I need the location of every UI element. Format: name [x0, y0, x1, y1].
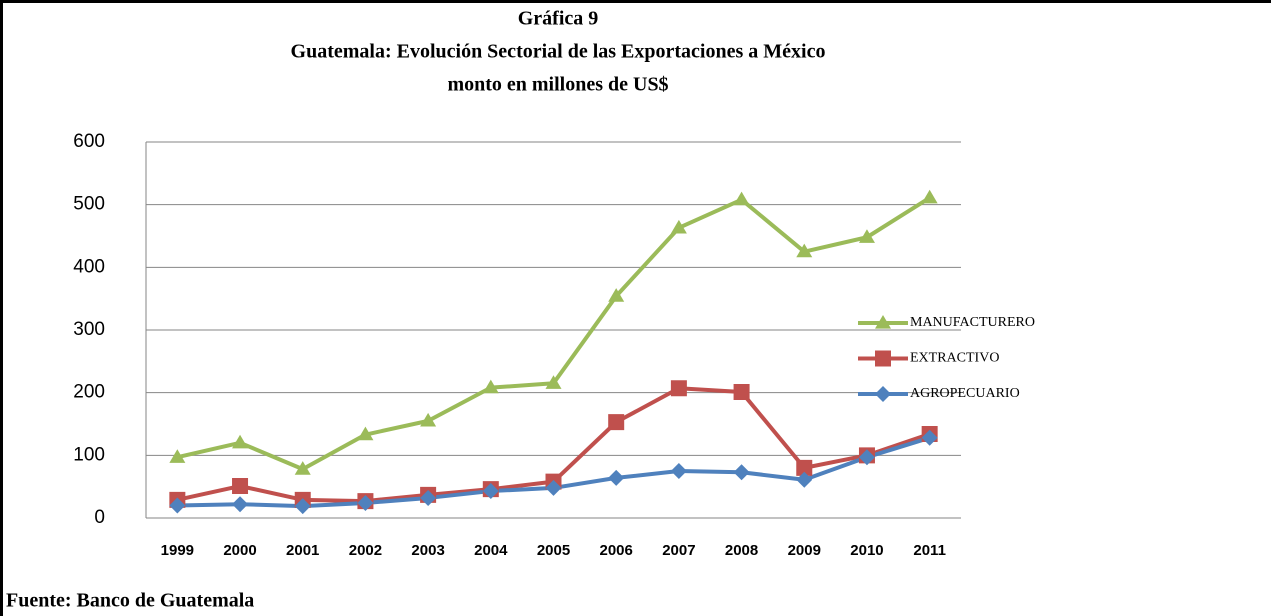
marker: [545, 479, 562, 496]
legend-marker: [875, 386, 891, 402]
source: Fuente: Banco de Guatemala: [6, 590, 254, 612]
x-tick-label: 2004: [474, 542, 508, 559]
x-tick-label: 2005: [537, 542, 570, 559]
y-tick-label: 400: [73, 256, 105, 277]
x-tick-label: 2007: [662, 542, 695, 559]
marker: [232, 478, 249, 495]
marker: [169, 449, 186, 463]
y-tick-label: 100: [73, 444, 105, 465]
marker: [608, 414, 625, 431]
x-tick-label: 2010: [850, 542, 883, 559]
marker: [733, 464, 750, 481]
x-tick-label: 2000: [223, 542, 256, 559]
marker: [608, 469, 625, 486]
y-tick-label: 0: [94, 507, 105, 528]
marker: [420, 412, 437, 427]
legend-marker: [875, 350, 891, 367]
marker: [670, 463, 687, 479]
marker: [169, 497, 186, 514]
y-tick-label: 500: [73, 194, 105, 215]
x-tick-label: 2006: [600, 542, 633, 559]
marker: [545, 375, 562, 389]
marker: [608, 288, 625, 302]
marker: [420, 489, 437, 506]
marker: [733, 384, 750, 401]
x-tick-label: 2001: [286, 542, 319, 559]
marker: [796, 243, 813, 258]
legend-marker: [875, 315, 891, 329]
marker: [921, 429, 938, 446]
marker: [796, 471, 813, 488]
x-tick-label: 2011: [913, 542, 946, 559]
marker: [858, 229, 875, 243]
marker: [482, 483, 499, 500]
marker: [232, 434, 249, 449]
marker: [796, 459, 813, 476]
y-tick-label: 200: [73, 382, 105, 403]
marker: [858, 449, 875, 466]
marker: [357, 426, 374, 441]
y-tick-label: 300: [73, 319, 105, 340]
marker: [294, 461, 311, 475]
marker: [294, 498, 311, 515]
marker: [482, 379, 499, 394]
marker: [357, 494, 374, 511]
marker: [670, 219, 687, 234]
x-tick-label: 1999: [161, 542, 194, 559]
marker: [232, 496, 249, 513]
legend-label: MANUFACTURERO: [910, 315, 1035, 330]
legend-label: EXTRACTIVO: [910, 351, 999, 366]
x-tick-label: 2008: [725, 542, 758, 559]
x-tick-label: 2009: [788, 542, 821, 559]
legend-label: AGROPECUARIO: [910, 386, 1020, 401]
x-tick-label: 2003: [411, 542, 444, 559]
marker: [670, 380, 687, 397]
y-tick-label: 600: [73, 131, 105, 152]
chart-subtitle: monto en millones de US$: [447, 74, 668, 96]
chart-subtitle: Guatemala: Evolución Sectorial de las Ex…: [291, 41, 826, 63]
x-tick-label: 2002: [349, 542, 382, 559]
series-line: [176, 196, 931, 472]
marker: [921, 189, 938, 204]
marker: [733, 191, 750, 206]
chart-title: Gráfica 9: [518, 8, 599, 30]
